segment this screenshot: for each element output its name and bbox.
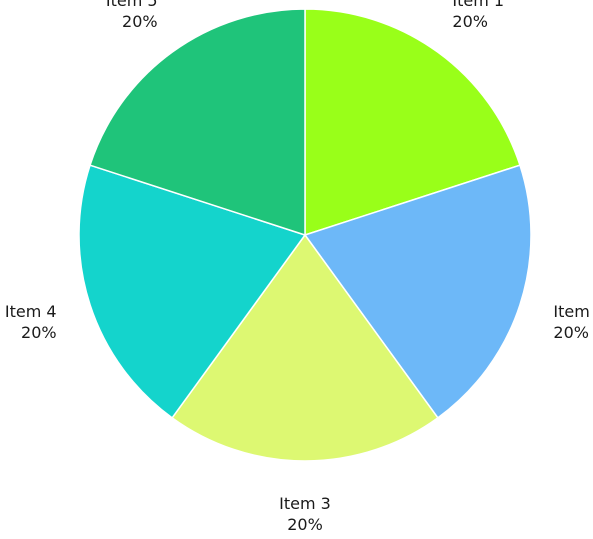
pie-pct-label-item-3: 20%: [287, 515, 323, 534]
pie-pct-label-item-2: 20%: [553, 323, 589, 342]
pie-label-item-4: Item 4: [5, 302, 57, 321]
pie-slice-item-4: [78, 164, 306, 419]
pie-slice-item-2: [304, 164, 532, 419]
pie-slice-item-3: [171, 234, 439, 462]
pie-label-item-2: Item 2: [553, 302, 593, 321]
pie-pct-label-item-4: 20%: [21, 323, 57, 342]
pie-label-item-3: Item 3: [279, 494, 331, 513]
pie-slice-item-5: [89, 8, 306, 236]
pie-slice-item-1: [304, 8, 521, 236]
pie-labels: Item 1 20% Item 2 20% Item 3 20% Item 4 20% Item…: [5, 0, 593, 534]
pie-slices: [78, 8, 532, 462]
pie-label-item-1: Item 1: [452, 0, 504, 10]
pie-label-item-5: Item 5: [106, 0, 158, 10]
pie-pct-label-item-5: 20%: [122, 12, 158, 31]
pie-pct-label-item-1: 20%: [452, 12, 488, 31]
